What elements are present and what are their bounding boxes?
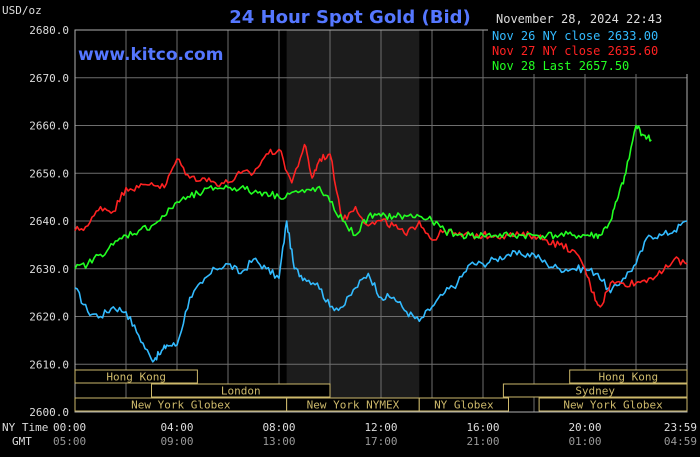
y-tick-label: 2680.0 — [29, 24, 69, 37]
x-tick-gmt: 01:00 — [568, 435, 601, 448]
session-london: London — [151, 383, 331, 398]
legend-entry-nov26: Nov 26 NY close 2633.00 — [492, 29, 658, 43]
x-tick-ny: 08:00 — [262, 421, 295, 434]
ny-time-label: NY Time — [2, 421, 48, 434]
session-hong-kong-2: Hong Kong — [569, 369, 688, 384]
session-hong-kong: Hong Kong — [74, 369, 198, 384]
y-tick-label: 2640.0 — [29, 215, 69, 228]
session-box — [74, 369, 198, 384]
x-tick-gmt: 21:00 — [466, 435, 499, 448]
x-tick-ny: 23:59 — [664, 421, 697, 434]
x-tick-ny: 04:00 — [160, 421, 193, 434]
session-label: Hong Kong — [106, 371, 166, 384]
session-new-york-globex: New York Globex — [74, 397, 288, 412]
x-tick-gmt: 04:59 — [664, 435, 697, 448]
gmt-label: GMT — [12, 435, 32, 448]
session-label: New York Globex — [131, 399, 231, 412]
session-label: Sydney — [575, 385, 615, 398]
y-tick-label: 2650.0 — [29, 167, 69, 180]
series-line-nov-26 — [74, 220, 688, 363]
x-tick-gmt: 05:00 — [53, 435, 86, 448]
series-line-nov-28 — [74, 124, 652, 270]
x-tick-ny: 20:00 — [568, 421, 601, 434]
x-tick-ny: 16:00 — [466, 421, 499, 434]
y-tick-label: 2600.0 — [29, 406, 69, 419]
y-tick-label: 2660.0 — [29, 120, 69, 133]
x-tick-gmt: 17:00 — [364, 435, 397, 448]
x-tick-ny: 12:00 — [364, 421, 397, 434]
y-tick-label: 2610.0 — [29, 358, 69, 371]
session-box — [502, 383, 688, 398]
y-tick-label: 2670.0 — [29, 72, 69, 85]
session-new-york-globex-2: New York Globex — [538, 397, 688, 412]
legend-box — [488, 14, 688, 74]
session-sydney: Sydney — [502, 383, 688, 398]
x-tick-ny: 00:00 — [53, 421, 86, 434]
session-ny-globex: NY Globex — [418, 397, 509, 412]
watermark: www.kitco.com — [78, 45, 223, 65]
y-tick-label: 2620.0 — [29, 311, 69, 324]
y-tick-label: 2630.0 — [29, 263, 69, 276]
unit-label: USD/oz — [2, 4, 42, 17]
timestamp: November 28, 2024 22:43 — [496, 12, 662, 26]
session-label: NY Globex — [434, 399, 494, 412]
legend-entry-nov28: Nov 28 Last 2657.50 — [492, 59, 629, 73]
legend: November 28, 2024 22:43 Nov 26 NY close … — [488, 12, 688, 74]
y-axis-ticks: 2680.0 2670.0 2660.0 2650.0 2640.0 2630.0 2620… — [29, 24, 69, 419]
series-line-nov-27 — [74, 143, 688, 308]
session-box — [418, 397, 509, 412]
session-label: Hong Kong — [599, 371, 659, 384]
session-new-york-nymex: New York NYMEX — [286, 397, 420, 412]
session-box — [569, 369, 688, 384]
session-label: London — [221, 385, 261, 398]
x-tick-gmt: 09:00 — [160, 435, 193, 448]
session-box — [151, 383, 331, 398]
session-label: New York NYMEX — [307, 399, 400, 412]
session-box — [538, 397, 688, 412]
session-label: New York Globex — [563, 399, 663, 412]
series-lines — [74, 124, 688, 363]
legend-entry-nov27: Nov 27 NY close 2635.60 — [492, 44, 658, 58]
chart-title: 24 Hour Spot Gold (Bid) — [229, 7, 470, 28]
x-tick-gmt: 13:00 — [262, 435, 295, 448]
